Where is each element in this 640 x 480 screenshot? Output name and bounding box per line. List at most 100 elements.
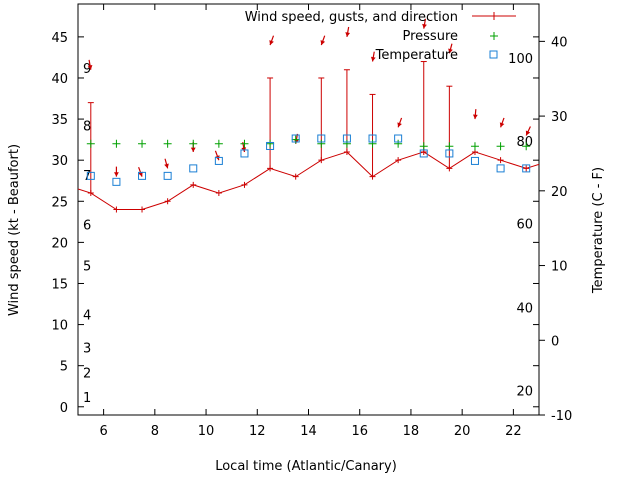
pressure-point (470, 142, 479, 151)
pressure-point (394, 139, 403, 148)
pressure-point (496, 142, 505, 151)
wind-direction-arrowhead (138, 171, 143, 177)
temperature-point (419, 149, 428, 158)
plot-frame (77, 3, 540, 416)
x-tick-label: 12 (249, 424, 266, 439)
y-axis-label: Wind speed (kt - Beaufort) (7, 144, 22, 316)
fahrenheit-label: 20 (516, 384, 533, 399)
fahrenheit-label: 100 (508, 52, 533, 67)
wind-speed-point (292, 173, 299, 180)
wind-speed-point (139, 206, 146, 213)
temperature-point (368, 134, 377, 143)
temperature-point (240, 149, 249, 158)
temperature-point (189, 164, 198, 173)
y-tick-label: 0 (60, 401, 68, 416)
x-tick-label: 14 (300, 424, 317, 439)
x-tick-label: 22 (505, 424, 522, 439)
wind-speed-point (395, 157, 402, 164)
wind-direction-arrowhead (269, 40, 274, 46)
x-tick-label: 10 (198, 424, 215, 439)
pressure-point (112, 139, 121, 148)
legend-label-pressure: Pressure (402, 29, 458, 44)
pressure-point (419, 142, 428, 151)
wind-direction-arrowhead (190, 147, 196, 152)
wind-direction-arrowhead (345, 32, 351, 37)
wind-direction-arrowhead (320, 40, 326, 46)
wind-speed-point (241, 181, 248, 188)
y2-axis-label: Temperature (C - F) (591, 167, 606, 294)
beaufort-label: 5 (83, 259, 91, 274)
pressure-point (214, 139, 223, 148)
temperature-point (266, 141, 275, 150)
wind-speed-point (190, 181, 197, 188)
wind-speed-point (113, 206, 120, 213)
pressure-point (138, 139, 147, 148)
wind-direction-arrowhead (525, 130, 531, 136)
y-tick-label: 20 (51, 236, 68, 251)
beaufort-label: 8 (83, 120, 91, 135)
pressure-point (240, 139, 249, 148)
wind-direction-arrowhead (448, 48, 453, 54)
plot-area (78, 18, 539, 213)
wind-direction-arrowhead (422, 23, 427, 29)
x-axis-label: Local time (Atlantic/Canary) (215, 459, 397, 474)
y-tick-label: 10 (51, 319, 68, 334)
pressure-point (266, 139, 275, 148)
wind-speed-point (523, 165, 530, 172)
fahrenheit-label: 40 (516, 301, 533, 316)
y2-tick-label: 0 (551, 334, 559, 349)
temperature-point (522, 164, 531, 173)
x-tick-label: 6 (99, 424, 107, 439)
temperature-point (86, 171, 95, 180)
pressure-point (189, 139, 198, 148)
y2-tick-label: 10 (551, 260, 568, 275)
y-tick-label: 35 (51, 113, 68, 128)
x-tick-label: 20 (454, 424, 471, 439)
beaufort-label: 2 (83, 366, 91, 381)
wind-direction-arrowhead (472, 114, 478, 120)
wind-speed-point (164, 198, 171, 205)
temperature-point (138, 171, 147, 180)
wind-direction-arrowhead (397, 122, 402, 128)
pressure-point (317, 139, 326, 148)
beaufort-label: 6 (83, 218, 91, 233)
pressure-point (342, 139, 351, 148)
legend-label-temperature: Temperature (375, 48, 458, 63)
pressure-point (163, 139, 172, 148)
y-tick-label: 30 (51, 154, 68, 169)
y-tick-label: 25 (51, 195, 68, 210)
y-tick-label: 5 (60, 360, 68, 375)
x-tick-label: 8 (151, 424, 159, 439)
legend-swatch-pressure (490, 32, 498, 40)
y2-tick-label: 30 (551, 110, 568, 125)
wind-speed-line (78, 151, 539, 210)
y-tick-label: 40 (51, 72, 68, 87)
temperature-point (317, 134, 326, 143)
temperature-point (163, 171, 172, 180)
beaufort-label: 3 (83, 342, 91, 357)
fahrenheit-label: 60 (516, 218, 533, 233)
temperature-point (291, 134, 300, 143)
wind-direction-arrowhead (164, 163, 169, 169)
pressure-point (368, 139, 377, 148)
beaufort-label: 1 (83, 391, 91, 406)
legend: Wind speed, gusts, and direction Pressur… (245, 10, 516, 63)
y2-tick-label: -10 (551, 409, 572, 424)
pressure-point (522, 142, 531, 151)
y2-tick-label: 20 (551, 185, 568, 200)
temperature-point (445, 149, 454, 158)
x-tick-label: 16 (351, 424, 368, 439)
fahrenheit-label: 80 (516, 135, 533, 150)
wind-speed-point (215, 190, 222, 197)
y-tick-label: 45 (51, 31, 68, 46)
wind-speed-point (497, 157, 504, 164)
wind-direction-arrowhead (370, 56, 376, 62)
legend-label-wind: Wind speed, gusts, and direction (245, 10, 458, 25)
temperature-point (342, 134, 351, 143)
temperature-point (394, 134, 403, 143)
wind-direction-arrowhead (87, 65, 93, 70)
x-tick-label: 18 (403, 424, 420, 439)
beaufort-label: 4 (83, 309, 91, 324)
